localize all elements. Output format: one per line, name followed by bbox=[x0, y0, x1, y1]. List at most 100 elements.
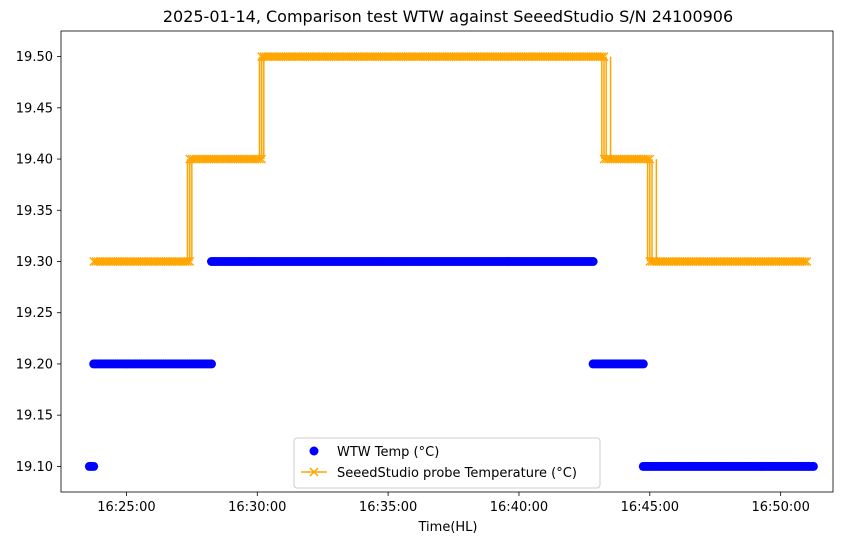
data-point-seeed bbox=[695, 257, 705, 266]
data-point-seeed bbox=[584, 52, 594, 62]
data-point-seeed bbox=[139, 257, 149, 266]
data-point-seeed bbox=[202, 154, 212, 164]
data-point-seeed bbox=[560, 52, 570, 62]
data-point-seeed bbox=[285, 52, 295, 62]
data-point-seeed bbox=[638, 154, 648, 164]
data-point-seeed bbox=[475, 52, 485, 62]
data-point-seeed bbox=[547, 52, 557, 62]
data-point-seeed bbox=[734, 257, 744, 266]
data-point-seeed bbox=[292, 52, 301, 62]
y-tick-label: 19.15 bbox=[16, 409, 53, 424]
x-tick-label: 16:45:00 bbox=[621, 500, 679, 515]
data-point-seeed bbox=[787, 257, 797, 266]
data-point-seeed bbox=[311, 52, 321, 62]
series-seeed bbox=[89, 52, 812, 266]
data-point-seeed bbox=[791, 257, 801, 266]
data-point-seeed bbox=[730, 257, 740, 266]
x-tick-label: 16:40:00 bbox=[490, 500, 548, 515]
data-point-seeed bbox=[224, 154, 234, 164]
data-point-seeed bbox=[579, 52, 589, 62]
data-point-seeed bbox=[501, 52, 511, 62]
legend-marker-seeed bbox=[309, 467, 319, 477]
data-point-seeed bbox=[551, 52, 561, 62]
data-point-seeed bbox=[627, 154, 637, 164]
data-point-seeed bbox=[499, 52, 509, 62]
data-point-seeed bbox=[385, 52, 395, 62]
data-point-seeed bbox=[601, 154, 611, 164]
data-point-seeed bbox=[433, 52, 443, 62]
x-axis-label: Time(HL) bbox=[418, 520, 478, 535]
data-point-seeed bbox=[161, 257, 171, 266]
data-point-seeed bbox=[163, 257, 173, 266]
data-point-seeed bbox=[538, 52, 548, 62]
series-wtw bbox=[84, 257, 818, 471]
data-point-seeed bbox=[322, 52, 332, 62]
data-point-seeed bbox=[523, 52, 533, 62]
data-point-seeed bbox=[444, 52, 454, 62]
data-point-seeed bbox=[497, 52, 506, 62]
data-point-seeed bbox=[185, 257, 195, 266]
data-point-seeed bbox=[534, 52, 544, 62]
data-point-seeed bbox=[442, 52, 452, 62]
data-point-seeed bbox=[233, 154, 243, 164]
data-point-seeed bbox=[710, 257, 720, 266]
data-point-wtw bbox=[808, 461, 818, 471]
data-point-seeed bbox=[678, 257, 687, 266]
data-point-seeed bbox=[719, 257, 729, 266]
data-point-seeed bbox=[333, 52, 343, 62]
data-point-seeed bbox=[340, 52, 349, 62]
data-point-seeed bbox=[259, 52, 269, 62]
data-point-seeed bbox=[664, 257, 674, 266]
data-point-seeed bbox=[265, 52, 275, 62]
data-point-seeed bbox=[479, 52, 489, 62]
data-point-seeed bbox=[758, 257, 768, 266]
data-point-seeed bbox=[231, 154, 240, 164]
data-point-seeed bbox=[119, 257, 129, 266]
data-point-seeed bbox=[784, 257, 794, 266]
data-point-seeed bbox=[756, 257, 766, 266]
data-point-seeed bbox=[403, 52, 413, 62]
data-point-seeed bbox=[512, 52, 522, 62]
data-point-seeed bbox=[798, 257, 807, 266]
data-point-seeed bbox=[132, 257, 142, 266]
data-point-seeed bbox=[377, 52, 387, 62]
plot-area bbox=[84, 52, 818, 471]
data-point-seeed bbox=[507, 52, 517, 62]
data-point-seeed bbox=[191, 154, 201, 164]
data-point-seeed bbox=[466, 52, 476, 62]
data-point-seeed bbox=[745, 257, 755, 266]
data-point-seeed bbox=[505, 52, 515, 62]
data-point-seeed bbox=[141, 257, 151, 266]
data-point-seeed bbox=[383, 52, 393, 62]
data-point-seeed bbox=[159, 257, 168, 266]
data-point-seeed bbox=[606, 154, 616, 164]
data-point-seeed bbox=[669, 257, 679, 266]
legend: WTW Temp (°C) SeeedStudio probe Temperat… bbox=[293, 437, 601, 489]
data-point-seeed bbox=[649, 257, 659, 266]
data-point-seeed bbox=[326, 52, 336, 62]
data-point-seeed bbox=[610, 154, 620, 164]
data-point-seeed bbox=[717, 257, 727, 266]
data-point-seeed bbox=[545, 52, 554, 62]
data-point-seeed bbox=[721, 257, 731, 266]
data-point-seeed bbox=[104, 257, 114, 266]
data-point-seeed bbox=[348, 52, 358, 62]
data-point-seeed bbox=[555, 52, 565, 62]
data-point-seeed bbox=[651, 257, 661, 266]
data-point-seeed bbox=[412, 52, 421, 62]
data-point-seeed bbox=[599, 52, 609, 62]
data-point-seeed bbox=[750, 257, 759, 266]
data-point-seeed bbox=[152, 257, 162, 266]
data-point-seeed bbox=[771, 257, 781, 266]
data-point-seeed bbox=[217, 154, 227, 164]
data-point-seeed bbox=[481, 52, 491, 62]
data-point-seeed bbox=[250, 154, 260, 164]
data-point-seeed bbox=[209, 154, 219, 164]
data-point-seeed bbox=[732, 257, 742, 266]
data-point-seeed bbox=[324, 52, 334, 62]
data-point-seeed bbox=[211, 154, 221, 164]
data-point-seeed bbox=[706, 257, 716, 266]
data-point-seeed bbox=[490, 52, 500, 62]
data-point-seeed bbox=[782, 257, 792, 266]
